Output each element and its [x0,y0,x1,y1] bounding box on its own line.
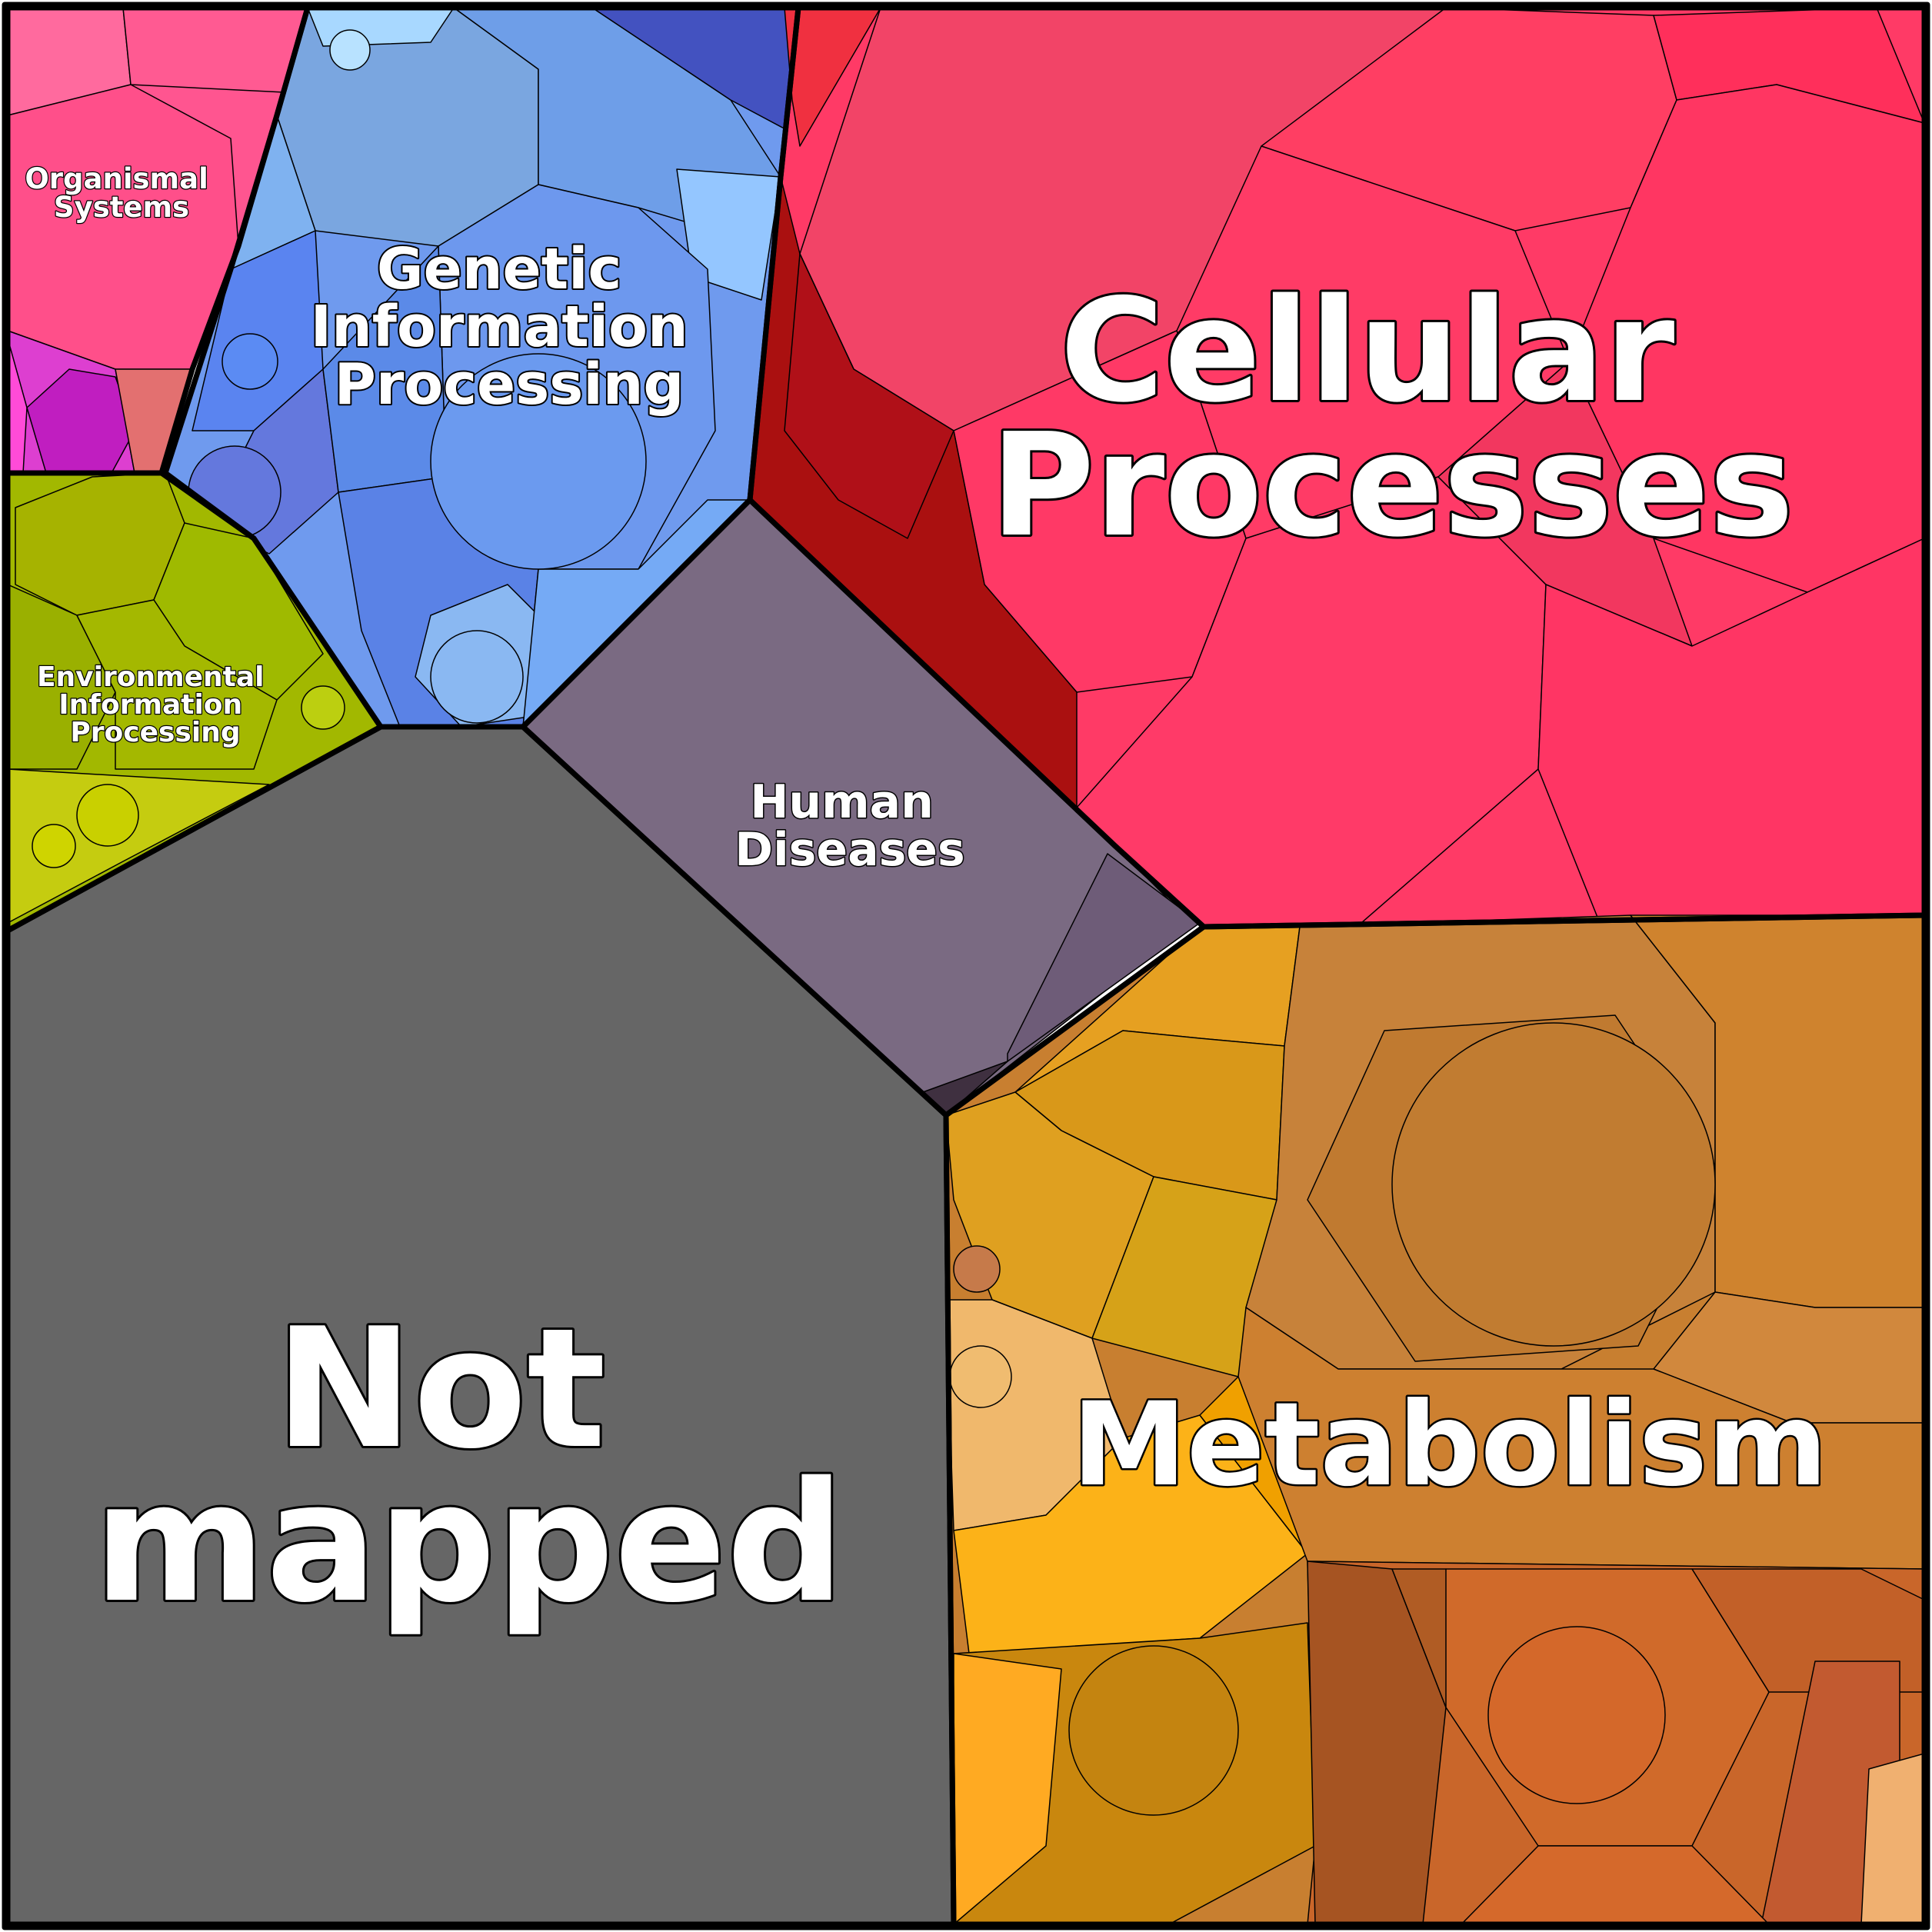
label-organismal-line-2: Systems [54,191,189,224]
region-cellular-processes [749,7,1925,928]
label-metabolism-line-1: Metabolism [1072,1378,1828,1512]
label-cellular-line-2: Processes [991,402,1794,568]
label-human-diseases: Human Diseases [734,775,964,877]
label-not-mapped: Not mapped [94,1292,845,1639]
label-environmental-line-1: Environmental [37,661,265,693]
label-genetic-line-2: Information [311,294,688,360]
label-cellular-processes: Cellular Processes [991,268,1794,568]
label-environmental-line-3: Processing [70,717,240,748]
label-environmental-information-processing: Environmental Information Processing [37,661,274,748]
region-human-diseases [522,499,1201,1116]
label-environmental-line-2: Information [58,689,242,721]
label-metabolism: Metabolism [1072,1378,1828,1512]
label-human-diseases-line-2: Diseases [734,823,964,877]
region-organismal-systems [7,7,308,474]
label-not-mapped-line-1: Not [275,1292,605,1485]
region-environmental-information-processing [7,472,381,931]
label-genetic-line-3: Processing [335,351,685,418]
label-genetic-information-processing: Genetic Information Processing [311,236,708,418]
label-human-diseases-line-1: Human [750,775,934,829]
label-organismal-line-1: Organismal [25,162,208,195]
label-not-mapped-line-2: mapped [94,1446,845,1639]
label-organismal-systems: Organismal Systems [25,162,218,224]
region-metabolism [945,914,1925,1925]
label-cellular-line-1: Cellular [1060,268,1674,434]
label-genetic-line-1: Genetic [377,236,621,302]
